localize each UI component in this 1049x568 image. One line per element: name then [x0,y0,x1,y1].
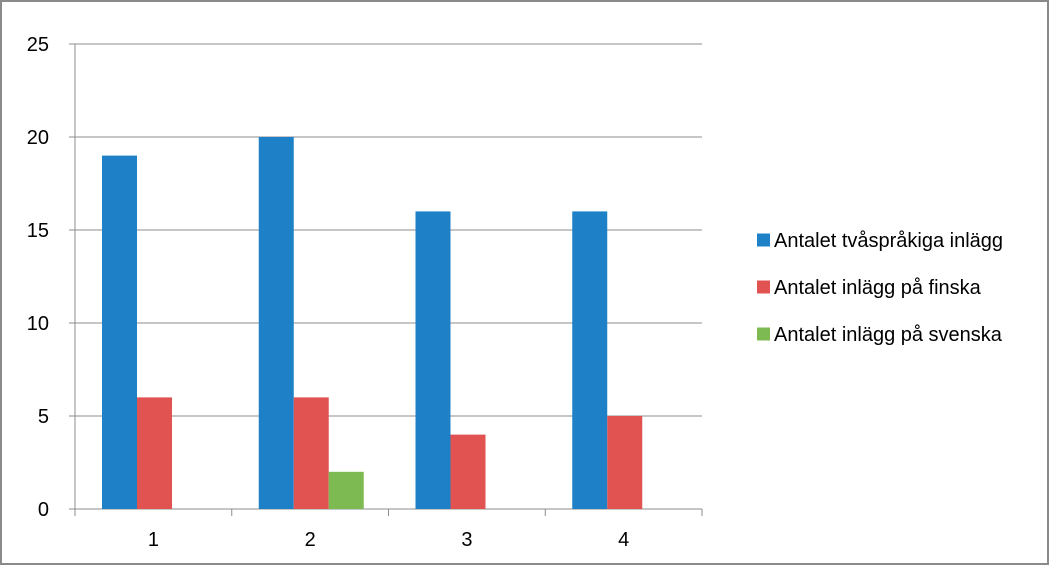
y-tick-label: 15 [27,220,49,242]
legend-label: Antalet inlägg på finska [774,277,982,299]
y-tick-label: 10 [27,313,49,335]
legend-swatch [757,233,770,247]
bar-2-1 [137,397,172,509]
bar-1-4 [572,211,608,509]
legend-swatch [757,280,770,294]
tick-labels: 0 5 10 15 20 25 1 2 3 4 [27,34,629,551]
legend-label: Antalet inlägg på svenska [774,324,1003,346]
bar-2-3 [450,434,486,509]
x-tick-label: 2 [305,529,316,551]
y-tick-label: 20 [27,127,49,149]
bar-1-1 [102,155,137,509]
bar-2-2 [293,397,329,509]
y-tick-label: 0 [38,499,49,521]
legend-label: Antalet tvåspråkiga inlägg [774,230,1003,252]
gridlines [75,43,702,417]
bar-1-2 [258,137,294,509]
x-tick-label: 1 [148,529,159,551]
bars [102,137,643,509]
bar-3-2 [328,471,364,509]
x-tick-label: 3 [461,529,472,551]
legend: Antalet tvåspråkiga inlägg Antalet inlägg… [757,230,1003,346]
x-tick-label: 4 [618,529,629,551]
bar-2-4 [607,416,643,509]
y-tick-label: 25 [27,34,49,56]
legend-swatch [757,327,770,341]
bar-1-3 [415,211,451,509]
y-tick-label: 5 [38,406,49,428]
